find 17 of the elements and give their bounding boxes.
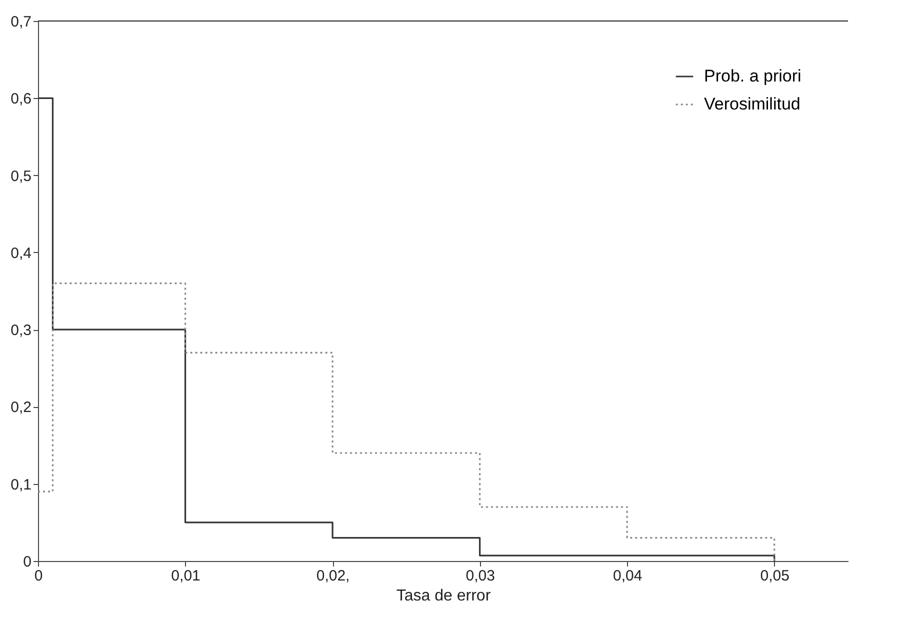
y-tick-label: 0,4 xyxy=(10,244,32,262)
y-tick-label: 0,5 xyxy=(10,168,32,185)
x-tick-label: 0 xyxy=(34,568,43,584)
legend-label: Verosimilitud xyxy=(704,94,800,114)
x-tick-label: 0,04 xyxy=(612,568,642,584)
x-axis-title: Tasa de error xyxy=(396,588,492,604)
x-tick-label: 0,05 xyxy=(760,568,790,584)
x-tick-label: 0,03 xyxy=(466,568,495,584)
y-tick-label: 0 xyxy=(23,554,32,570)
x-tick-label: 0,01 xyxy=(171,568,200,584)
y-tick-label: 0,7 xyxy=(10,14,32,30)
x-tick-label: 0,02, xyxy=(316,568,350,584)
y-tick-label: 0,6 xyxy=(10,90,32,108)
y-tick-label: 0,1 xyxy=(10,476,32,494)
y-tick-label: 0,3 xyxy=(10,322,32,340)
y-tick-label: 0,2 xyxy=(10,399,32,416)
legend-label: Prob. a priori xyxy=(704,66,802,86)
